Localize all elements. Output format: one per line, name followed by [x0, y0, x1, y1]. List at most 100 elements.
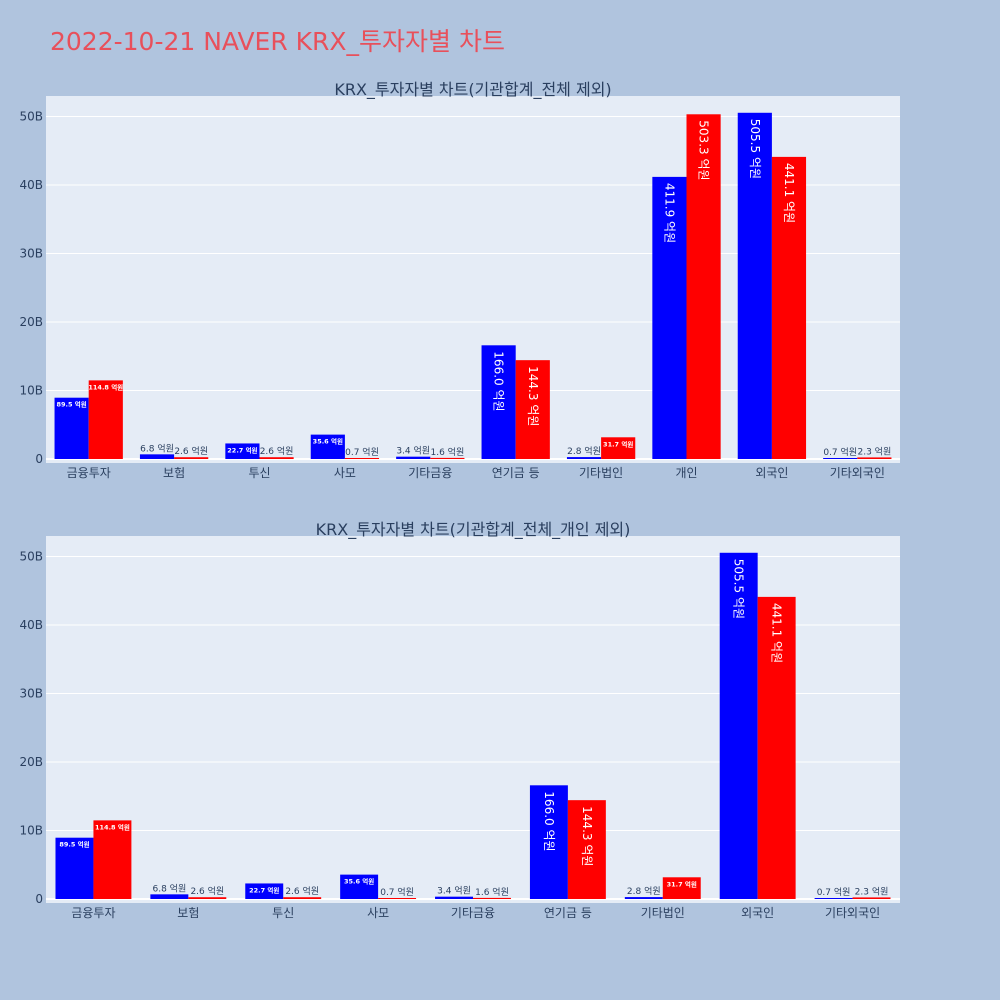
bar-series_a: [719, 552, 758, 899]
data-label: 441.1 억원: [770, 603, 784, 663]
x-tick-label: 사모: [334, 466, 356, 480]
data-label: 89.5 억원: [59, 840, 89, 849]
bar-series_b: [852, 897, 891, 899]
x-tick-label: 투신: [248, 466, 270, 480]
x-tick-label: 연기금 등: [492, 466, 540, 480]
data-label: 2.3 억원: [858, 445, 892, 457]
data-label: 35.6 억원: [344, 877, 374, 886]
data-label: 144.3 억원: [526, 366, 540, 426]
bar-series_b: [259, 457, 294, 459]
bar-series_a: [54, 397, 89, 459]
x-tick-label: 개인: [675, 466, 697, 480]
bar-series_b: [188, 897, 227, 899]
data-label: 505.5 억원: [732, 559, 746, 619]
chart-panel-2: 0 10B 20B 30B 40B 50B KRX_투자자별 차트(기관합계_전체_개인 제…: [19, 520, 900, 920]
x-tick-label: 기타금융: [408, 466, 452, 480]
bar-series_b: [473, 897, 511, 899]
bar-series_a: [310, 434, 345, 459]
data-label: 35.6 억원: [313, 437, 343, 446]
bar-series_b: [771, 156, 807, 459]
bar-series_a: [245, 883, 284, 899]
bar-series_b: [283, 897, 322, 899]
x-tick-label: 기타법인: [579, 466, 623, 480]
bar-series_b: [757, 596, 796, 899]
data-label: 31.7 억원: [667, 879, 697, 888]
data-label: 441.1 억원: [782, 163, 796, 223]
data-label: 3.4 억원: [396, 445, 430, 457]
y-tick-label: 40B: [19, 178, 43, 192]
bar-series_b: [174, 457, 209, 459]
bar-series_b: [567, 800, 606, 899]
x-tick-label: 투신: [272, 906, 294, 920]
x-tick-label: 보험: [177, 906, 199, 920]
x-tick-label: 기타외국인: [830, 466, 885, 480]
data-label: 2.8 억원: [627, 885, 661, 897]
x-tick-label: 금융투자: [67, 466, 111, 480]
data-label: 166.0 억원: [542, 791, 556, 851]
data-label: 0.7 억원: [380, 886, 414, 898]
bar-series_a: [529, 785, 568, 899]
y-tick-label: 0: [35, 892, 43, 906]
bar-series_a: [566, 457, 602, 459]
y-tick-label: 30B: [19, 687, 43, 701]
bar-series_a: [150, 894, 189, 899]
bar-series_a: [737, 112, 772, 460]
data-label: 2.8 억원: [567, 445, 601, 457]
data-label: 505.5 억원: [748, 119, 762, 179]
data-label: 0.7 억원: [817, 886, 851, 898]
x-tick-label: 기타법인: [641, 906, 685, 920]
data-label: 31.7 억원: [603, 439, 633, 448]
x-tick-label: 외국인: [741, 906, 774, 920]
y-tick-label: 10B: [19, 824, 43, 838]
bar-series_a: [823, 458, 858, 459]
bar-series_b: [88, 380, 123, 459]
y-tick-label: 10B: [19, 384, 43, 398]
bar-series_b: [515, 360, 550, 459]
bar-series_b: [378, 898, 417, 899]
x-tick-label: 사모: [367, 906, 389, 920]
data-label: 2.6 억원: [260, 445, 294, 457]
data-label: 114.8 억원: [95, 822, 130, 831]
bar-series_b: [686, 114, 721, 459]
data-label: 1.6 억원: [475, 886, 509, 898]
chart-title: KRX_투자자별 차트(기관합계_전체 제외): [334, 80, 611, 100]
y-tick-label: 50B: [19, 550, 43, 564]
data-label: 0.7 억원: [345, 446, 379, 458]
bar-series_a: [814, 898, 853, 899]
x-tick-label: 보험: [163, 466, 185, 480]
bar-series_b: [93, 820, 132, 899]
x-tick-label: 기타금융: [451, 906, 495, 920]
data-label: 22.7 억원: [249, 885, 279, 894]
bar-series_a: [435, 896, 473, 899]
y-tick-label: 20B: [19, 315, 43, 329]
y-tick-label: 20B: [19, 755, 43, 769]
bar-series_a: [225, 443, 260, 459]
data-label: 2.6 억원: [190, 885, 224, 897]
bar-series_a: [139, 454, 175, 459]
y-tick-label: 0: [35, 452, 43, 466]
y-tick-label: 50B: [19, 110, 43, 124]
data-label: 411.9 억원: [662, 183, 676, 243]
x-tick-label: 기타외국인: [825, 906, 880, 920]
data-label: 166.0 억원: [492, 351, 506, 411]
chart-panel-1: 0 10B 20B 30B 40B 50B KRX_투자자별 차트(기관합계_전체 제외) 금…: [19, 80, 900, 480]
bar-series_a: [340, 874, 379, 899]
y-tick-label: 30B: [19, 247, 43, 261]
data-label: 1.6 억원: [431, 446, 465, 458]
chart-title: KRX_투자자별 차트(기관합계_전체_개인 제외): [316, 520, 631, 540]
bar-series_a: [481, 345, 516, 459]
data-label: 2.3 억원: [855, 885, 889, 897]
bar-series_a: [624, 897, 663, 899]
page-title: 2022-10-21 NAVER KRX_투자자별 차트: [50, 27, 505, 56]
x-tick-label: 연기금 등: [544, 906, 592, 920]
bar-series_a: [55, 837, 94, 899]
bar-series_b: [344, 458, 380, 459]
data-label: 22.7 억원: [227, 445, 257, 454]
y-tick-label: 40B: [19, 618, 43, 632]
data-label: 114.8 억원: [88, 382, 123, 391]
x-tick-label: 금융투자: [71, 906, 115, 920]
data-label: 2.6 억원: [174, 445, 208, 457]
bar-series_b: [430, 457, 465, 459]
